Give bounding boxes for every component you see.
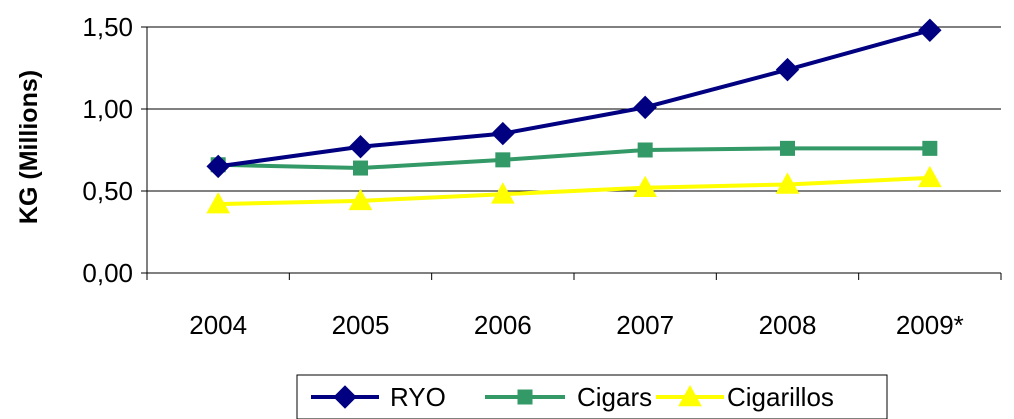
y-tick-label: 0,50 xyxy=(82,176,133,206)
legend-label: Cigarillos xyxy=(727,382,834,412)
data-point-diamond xyxy=(491,121,515,146)
series-cigars xyxy=(210,140,938,176)
legend-marker-square xyxy=(517,389,533,405)
legend-label: RYO xyxy=(390,382,446,412)
y-tick-label: 0,00 xyxy=(82,258,133,288)
x-tick-label: 2004 xyxy=(189,310,247,340)
data-point-diamond xyxy=(206,154,230,179)
data-point-triangle xyxy=(490,182,515,204)
series-group xyxy=(206,18,942,214)
y-tick-label: 1,00 xyxy=(82,94,133,124)
legend: RYO Cigars Cigarillos xyxy=(296,374,888,419)
legend-item-cigarillos: Cigarillos xyxy=(656,382,834,412)
y-axis-title: KG (Millions) xyxy=(15,70,43,224)
data-point-square xyxy=(780,140,795,156)
x-tick-label: 2005 xyxy=(332,310,390,340)
data-point-diamond xyxy=(918,18,942,42)
legend-label: Cigars xyxy=(577,382,652,412)
series-line xyxy=(218,175,930,207)
series-line xyxy=(217,28,931,169)
series-line xyxy=(218,146,930,171)
x-axis-ticks: 2004 2005 2006 2007 2008 2009* xyxy=(146,273,1002,340)
data-point-square xyxy=(495,152,511,168)
series-ryo xyxy=(206,18,942,179)
data-point-diamond xyxy=(633,95,657,120)
legend-box xyxy=(296,374,888,419)
data-point-diamond xyxy=(775,57,800,82)
data-point-square xyxy=(637,142,653,158)
data-point-triangle xyxy=(206,192,231,214)
x-tick-label: 2009* xyxy=(896,310,964,340)
legend-marker-triangle xyxy=(678,384,702,407)
x-tick-label: 2006 xyxy=(474,310,532,340)
legend-marker-diamond xyxy=(333,385,357,409)
series-cigarillos xyxy=(206,165,942,214)
data-point-triangle xyxy=(917,165,942,188)
data-point-triangle xyxy=(633,175,658,198)
data-point-diamond xyxy=(348,135,373,159)
y-axis-ticks: 0,00 0,50 1,00 1,50 xyxy=(82,12,147,288)
y-tick-label: 1,50 xyxy=(82,12,133,42)
x-tick-label: 2008 xyxy=(759,310,817,340)
data-point-square xyxy=(353,160,368,176)
data-point-triangle xyxy=(775,172,800,194)
data-point-square xyxy=(922,140,938,156)
x-tick-label: 2007 xyxy=(616,310,674,340)
legend-item-cigars: Cigars xyxy=(485,382,652,412)
legend-item-ryo: RYO xyxy=(311,382,446,412)
data-point-triangle xyxy=(348,188,373,211)
